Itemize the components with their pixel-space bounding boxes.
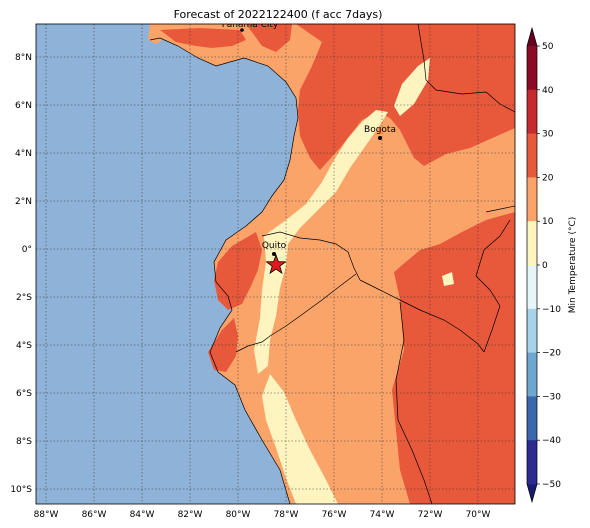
lon-ticks: 88°W 86°W 84°W 82°W 80°W 78°W 76°W 74°W …: [34, 510, 491, 520]
colorbar-tick-label: −30: [542, 392, 561, 402]
colorbar-segment: [527, 177, 537, 222]
bogota-marker: [378, 136, 382, 140]
lon-tick: 84°W: [130, 510, 155, 520]
lon-tick: 82°W: [178, 510, 203, 520]
colorbar: 50 40 30 20 10 0 −10 −20 −30 −40 −50: [526, 26, 561, 504]
border-colombia-ecuador: [261, 231, 361, 281]
lat-tick: 0°: [22, 245, 32, 255]
lat-tick: 2°N: [15, 197, 32, 207]
grid: [36, 24, 515, 504]
colorbar-tick-label: 20: [542, 173, 554, 183]
location-star-icon: [265, 253, 287, 275]
lon-tick: 72°W: [418, 510, 443, 520]
colorbar-tick-label: −10: [542, 305, 561, 315]
border-venezuela-east: [485, 205, 515, 213]
colorbar-tick-label: −20: [542, 349, 561, 359]
map-area: Panama City Bogota Quito: [36, 20, 515, 504]
colorbar-segment: [527, 440, 537, 485]
andes-band-north: [394, 58, 430, 116]
coastline-south: [209, 117, 299, 504]
border-peru-brazil-south: [395, 301, 433, 504]
colorbar-segment: [527, 221, 537, 266]
border-colombia-venezuela: [417, 24, 515, 113]
lat-tick: 4°N: [15, 149, 32, 159]
colorbar-segment: [527, 308, 537, 354]
quito-label: Quito: [262, 241, 287, 251]
hot-region-panama: [246, 24, 292, 52]
colorbar-segment: [527, 46, 537, 91]
panama-city-label: Panama City: [222, 20, 279, 30]
colorbar-tick-label: 10: [542, 217, 554, 227]
border-brazil-peru: [475, 219, 511, 353]
colorbar-tick-label: 50: [542, 42, 554, 52]
lon-tick: 70°W: [466, 510, 491, 520]
colorbar-tick-label: −40: [542, 436, 561, 446]
lon-tick: 86°W: [82, 510, 107, 520]
colorbar-label: Min Temperature (°C): [568, 217, 578, 314]
hot-region-caribbean: [160, 28, 246, 48]
quito-marker: [272, 252, 276, 256]
lat-tick: 2°S: [16, 293, 32, 303]
hot-region-coast: [214, 232, 262, 310]
colorbar-segment: [527, 133, 537, 178]
colorbar-tick-label: 0: [542, 261, 548, 271]
lon-tick: 80°W: [226, 510, 251, 520]
colorbar-segment: [527, 265, 537, 310]
colorbar-extend-bottom: [527, 484, 537, 502]
map-frame: [35, 23, 516, 505]
bogota-label: Bogota: [364, 125, 396, 135]
lat-ticks: 8°N 6°N 4°N 2°N 0° 2°S 4°S 6°S 8°S 10°S: [10, 53, 32, 495]
hot-region-east: [392, 212, 515, 504]
colorbar-segment: [527, 89, 537, 135]
colorbar-tick-label: 30: [542, 130, 554, 140]
lon-tick: 78°W: [274, 510, 299, 520]
andes-band-peru: [262, 374, 338, 504]
lat-tick: 6°S: [16, 389, 32, 399]
lat-tick: 8°S: [16, 437, 32, 447]
map-title: Forecast of 2022122400 (f acc 7days): [174, 8, 383, 21]
andes-band: [254, 110, 388, 374]
colorbar-segment: [527, 352, 537, 397]
borders: [149, 24, 515, 504]
lat-tick: 8°N: [15, 53, 32, 63]
lon-tick: 76°W: [322, 510, 347, 520]
lat-tick: 4°S: [16, 341, 32, 351]
lon-tick: 74°W: [370, 510, 395, 520]
lat-tick: 6°N: [15, 101, 32, 111]
colorbar-tick-label: −50: [542, 480, 561, 490]
colorbar-extend-top: [527, 28, 537, 46]
colorbar-tick-label: 40: [542, 86, 554, 96]
lat-tick: 10°S: [10, 485, 32, 495]
border-colombia-brazil: [359, 279, 485, 353]
coastline-pacific: [149, 37, 299, 119]
colorbar-segment: [527, 396, 537, 441]
lon-tick: 88°W: [34, 510, 59, 520]
andes-patch: [442, 272, 454, 286]
panama-city-marker: [240, 28, 244, 32]
